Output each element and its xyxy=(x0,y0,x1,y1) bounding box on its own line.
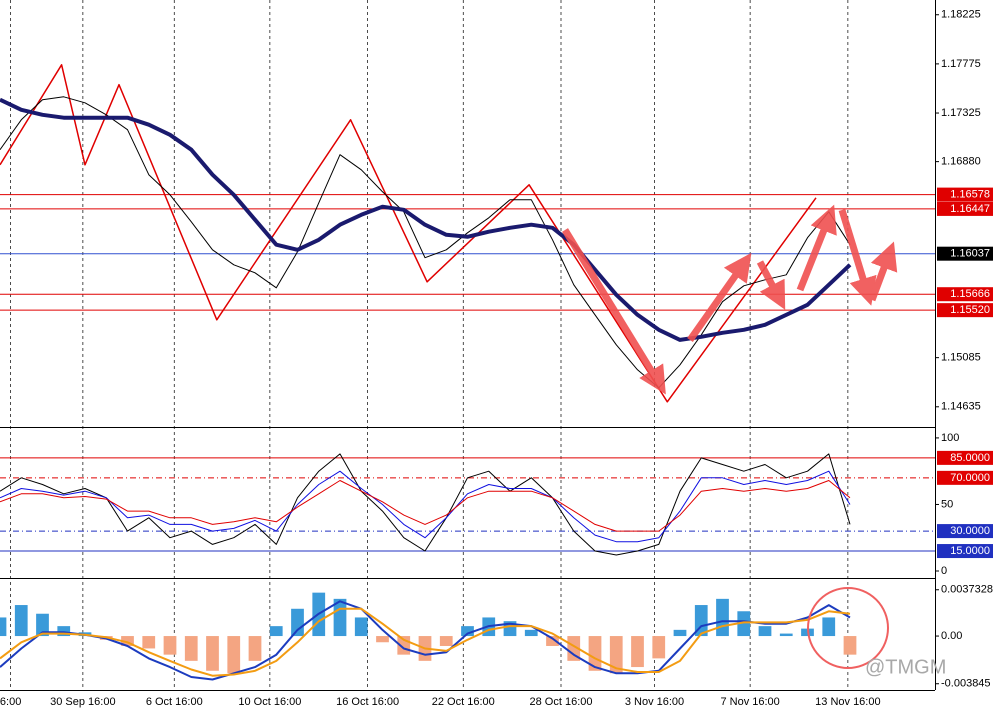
level-label: 1.16037 xyxy=(950,248,990,260)
x-tick-label: 16 Oct 16:00 xyxy=(336,696,399,708)
x-tick-label: 10 Oct 16:00 xyxy=(238,696,301,708)
histogram-bar xyxy=(567,636,581,661)
histogram-bar xyxy=(439,636,453,646)
series-line xyxy=(0,607,851,677)
arrow xyxy=(687,252,752,343)
arrow xyxy=(868,241,898,302)
histogram-bar xyxy=(461,626,474,637)
series-line xyxy=(0,97,852,342)
y-tick-label: 0.00 xyxy=(941,630,962,642)
series-line xyxy=(0,480,851,532)
series-line xyxy=(0,96,851,389)
y-tick-label: 0.0037328 xyxy=(941,584,993,596)
arrow xyxy=(756,260,786,310)
arrow xyxy=(562,228,666,395)
series-line xyxy=(0,600,851,681)
histogram-bar xyxy=(652,636,666,659)
level-label: 1.15520 xyxy=(950,304,990,316)
y-tick-label: 1.18225 xyxy=(941,9,981,21)
histogram-bar xyxy=(14,605,28,637)
arrows xyxy=(562,204,898,395)
x-tick-label: 22 Oct 16:00 xyxy=(432,696,495,708)
histogram-bar xyxy=(163,636,177,655)
level-label-box xyxy=(937,187,993,202)
histogram-bar xyxy=(524,629,538,637)
histogram-bar xyxy=(0,617,7,637)
x-tick-label: 28 Oct 16:00 xyxy=(530,696,593,708)
histogram-bar xyxy=(779,633,793,637)
highlight-circle xyxy=(807,587,889,669)
histogram-bar xyxy=(376,636,389,643)
histogram-bar xyxy=(57,626,71,637)
x-tick-label: 13 Nov 16:00 xyxy=(815,696,880,708)
y-tick-label: 1.17325 xyxy=(941,107,981,119)
histogram-bar xyxy=(269,626,283,637)
level-label-box xyxy=(937,544,993,559)
level-label-box xyxy=(937,246,993,261)
level-label-box xyxy=(937,470,993,485)
level-label: 15.0000 xyxy=(950,545,990,557)
level-label: 85.0000 xyxy=(950,452,990,464)
histogram-bar xyxy=(354,617,368,637)
level-label: 1.16578 xyxy=(950,189,990,201)
histogram-bar xyxy=(121,636,134,646)
x-tick-label: 7 Nov 16:00 xyxy=(720,696,779,708)
histogram-bar xyxy=(142,636,156,649)
y-tick-label: 0 xyxy=(941,565,947,577)
histogram-bar xyxy=(546,636,559,646)
level-label: 1.16447 xyxy=(950,203,990,215)
zigzag-line xyxy=(0,64,817,403)
watermark: @TMGM xyxy=(865,656,946,678)
arrow xyxy=(796,204,837,292)
x-tick-label: 6 Oct 16:00 xyxy=(146,696,203,708)
level-label-box xyxy=(937,450,993,465)
level-label: 30.0000 xyxy=(950,525,990,537)
y-tick-label: 1.15085 xyxy=(941,352,981,364)
histogram-bar xyxy=(588,636,602,671)
series-line xyxy=(0,470,851,543)
level-label-box xyxy=(937,287,993,302)
y-tick-label: 1.16880 xyxy=(941,156,981,168)
histogram-bar xyxy=(822,617,836,637)
y-tick-label: 100 xyxy=(941,432,959,444)
histogram-bar xyxy=(673,629,687,637)
histogram-bar xyxy=(758,626,772,637)
arrow xyxy=(838,208,877,306)
panel-frames xyxy=(0,0,936,691)
y-tick-label: 1.17775 xyxy=(941,58,981,70)
x-tick-label: 3 Nov 16:00 xyxy=(625,696,684,708)
series-line xyxy=(0,453,851,556)
histogram-bar xyxy=(206,636,219,671)
y-tick-label: 1.14635 xyxy=(941,401,981,413)
level-label-box xyxy=(937,524,993,539)
histogram-bar xyxy=(291,608,304,637)
x-tick-label: 30 Sep 16:00 xyxy=(50,696,115,708)
histogram-bar xyxy=(716,598,729,637)
histogram-bar xyxy=(609,636,623,674)
histogram-bar xyxy=(36,613,49,637)
histogram-bar xyxy=(843,636,857,655)
level-label: 70.0000 xyxy=(950,472,990,484)
x-tick-label: 6:00 xyxy=(0,696,21,708)
histogram-bar xyxy=(631,636,644,668)
level-label-box xyxy=(937,201,993,216)
histogram-bar xyxy=(248,636,262,661)
y-tick-label: 50 xyxy=(941,498,953,510)
level-label: 1.15666 xyxy=(950,288,990,300)
y-tick-label: -0.003845 xyxy=(941,678,991,690)
histogram-bar xyxy=(227,636,241,674)
histogram-bar xyxy=(737,611,751,637)
histogram-bar xyxy=(184,636,198,661)
level-label-box xyxy=(937,303,993,318)
